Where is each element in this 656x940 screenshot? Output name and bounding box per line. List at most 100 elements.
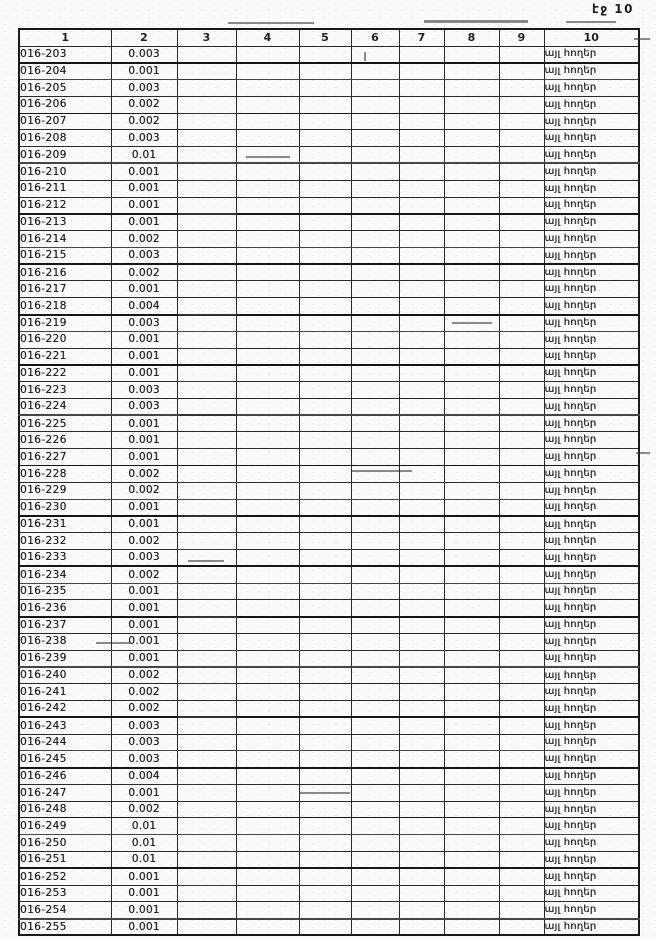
table-row: 016-248 0.002 այլ հողեր [18,800,640,819]
cell-empty [298,381,352,399]
cell-empty [350,95,400,114]
column-header-1: 1 [18,28,112,47]
cell-empty [298,666,352,685]
cell-empty [298,330,352,349]
cell-empty [398,515,445,534]
cell-empty [350,112,400,131]
cell-empty [498,582,545,601]
cell-empty [350,884,400,903]
cell-empty [443,280,500,299]
cell-area-value: 0.001 [110,901,178,920]
cell-empty [350,45,400,64]
cell-empty [398,565,445,584]
cell-parcel-code: 016-247 [18,783,112,802]
cell-parcel-code: 016-205 [18,79,112,97]
cell-empty [298,565,352,584]
table-row: 016-237 0.001 այլ հողեր [18,616,640,634]
cell-empty [443,901,500,920]
table-row: 016-228 0.002 այլ հողեր [18,465,640,483]
cell-empty [398,45,445,64]
cell-empty [498,297,545,316]
cell-empty [398,448,445,467]
cell-empty [235,314,300,332]
cell-empty [176,162,237,181]
cell-empty [398,901,445,920]
cell-empty [235,196,300,215]
cell-empty [398,263,445,282]
cell-empty [176,62,237,81]
cell-area-value: 0.003 [110,314,178,332]
cell-empty [298,783,352,802]
cell-empty [398,179,445,198]
scan-artifact [228,22,314,24]
cell-parcel-code: 016-249 [18,817,112,836]
cell-land-type: այլ հողեր [543,162,640,181]
table-row: 016-210 0.001 այլ հողեր [18,162,640,181]
header-row: 1 2 3 4 5 6 7 8 9 10 [18,28,640,47]
cell-empty [398,783,445,802]
cell-area-value: 0.001 [110,62,178,81]
cell-empty [443,112,500,131]
cell-empty [350,414,400,433]
cell-empty [398,884,445,903]
cell-empty [298,263,352,282]
table-row: 016-220 0.001 այլ հողեր [18,330,640,349]
cell-empty [176,616,237,634]
cell-empty [498,246,545,266]
cell-empty [176,465,237,483]
cell-empty [443,582,500,601]
cell-empty [350,79,400,97]
cell-empty [443,364,500,383]
land-parcel-table: 1 2 3 4 5 6 7 8 9 10 016-203 0.003 այլ հողեր 016-… [18,28,640,937]
cell-empty [498,666,545,685]
cell-empty [443,162,500,181]
cell-empty [235,95,300,114]
table-row: 016-213 0.001 այլ հողեր [18,213,640,232]
cell-empty [498,129,545,148]
cell-land-type: այլ հողեր [543,817,640,836]
cell-empty [443,297,500,316]
cell-empty [398,649,445,668]
cell-empty [298,750,352,769]
cell-empty [398,146,445,165]
cell-empty [176,314,237,332]
table-row: 016-247 0.001 այլ հողեր [18,783,640,802]
cell-empty [498,901,545,920]
cell-empty [443,246,500,266]
cell-empty [176,280,237,299]
cell-empty [298,683,352,701]
cell-empty [235,616,300,634]
table-row: 016-231 0.001 այլ հողեր [18,515,640,534]
cell-parcel-code: 016-228 [18,465,112,483]
cell-parcel-code: 016-248 [18,800,112,819]
table-row: 016-251 0.01 այլ հողեր [18,851,640,870]
cell-land-type: այլ հողեր [543,431,640,450]
cell-empty [398,95,445,114]
cell-empty [298,767,352,785]
cell-empty [298,129,352,148]
cell-empty [350,230,400,248]
cell-empty [350,918,400,936]
cell-empty [443,347,500,366]
cell-empty [443,230,500,248]
cell-empty [235,783,300,802]
cell-empty [235,112,300,131]
cell-area-value: 0.003 [110,45,178,64]
table-row: 016-218 0.004 այլ հողեր [18,297,640,316]
cell-empty [298,62,352,81]
cell-empty [298,532,352,550]
cell-land-type: այլ հողեր [543,381,640,399]
cell-empty [398,196,445,215]
cell-empty [498,767,545,785]
cell-empty [176,129,237,148]
cell-area-value: 0.001 [110,431,178,450]
cell-empty [443,532,500,550]
cell-parcel-code: 016-206 [18,95,112,114]
cell-empty [235,330,300,349]
cell-land-type: այլ հողեր [543,230,640,248]
cell-empty [443,918,500,936]
cell-empty [176,565,237,584]
cell-empty [298,397,352,417]
cell-area-value: 0.001 [110,783,178,802]
cell-empty [298,800,352,819]
